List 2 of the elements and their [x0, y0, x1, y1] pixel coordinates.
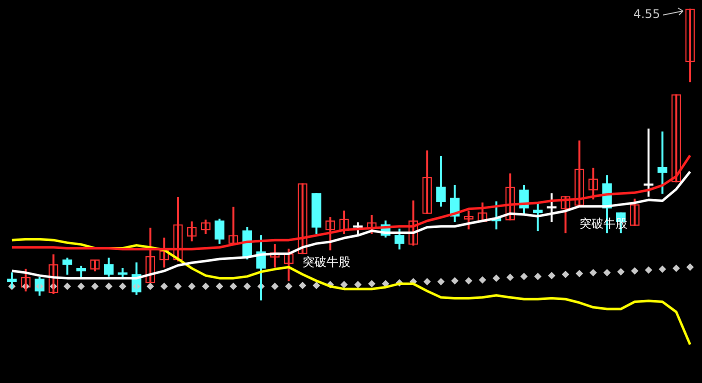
annotation: 突破牛股 [302, 254, 351, 269]
annotation: 4.55 [633, 7, 660, 22]
